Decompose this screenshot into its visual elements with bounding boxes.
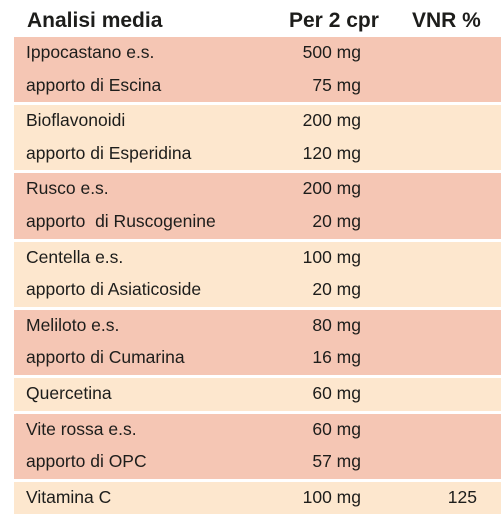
ingredient-quantity: 60 mg <box>312 418 361 439</box>
ingredient-quantity: 500 mg <box>302 42 361 62</box>
ingredient-quantity: 60 mg <box>312 382 361 403</box>
table-row: apporto di Ruscogenine 20 mg <box>14 206 501 239</box>
table-row: apporto di Escina 75 mg <box>14 70 501 103</box>
table-row: Bioflavonoidi 200 mg <box>14 105 501 138</box>
ingredient-quantity: 57 mg <box>312 451 361 472</box>
ingredient-name: apporto di Ruscogenine <box>26 210 216 231</box>
ingredient-name: Ippocastano e.s. <box>26 42 155 62</box>
ingredient-quantity: 200 mg <box>302 110 361 131</box>
ingredient-name: Meliloto e.s. <box>26 314 120 335</box>
ingredient-name: apporto di Escina <box>26 74 162 95</box>
table-row: apporto di Cumarina 16 mg <box>14 342 501 375</box>
ingredient-quantity: 20 mg <box>312 210 361 231</box>
ingredient-name: Rusco e.s. <box>26 178 109 199</box>
table-row: apporto di Asiaticoside 20 mg <box>14 274 501 307</box>
row-group: Vitamina C 100 mg 125 <box>14 481 501 515</box>
row-group: Rusco e.s. 200 mg apporto di Ruscogenine 20… <box>14 173 501 239</box>
ingredient-quantity: 120 mg <box>302 142 361 163</box>
ingredient-name: Quercetina <box>26 382 112 403</box>
table-row: Ippocastano e.s. 500 mg <box>14 37 501 70</box>
row-group: Quercetina 60 mg <box>14 377 501 411</box>
ingredient-name: apporto di OPC <box>26 451 147 472</box>
ingredient-name: apporto di Cumarina <box>26 347 185 368</box>
ingredient-quantity: 100 mg <box>302 246 361 267</box>
row-group: Centella e.s. 100 mg apporto di Asiaticosi… <box>14 241 501 307</box>
header-name: Analisi media <box>27 9 163 32</box>
table-row: Vite rossa e.s. 60 mg <box>14 414 501 447</box>
ingredient-quantity: 200 mg <box>302 178 361 199</box>
table-row: Vitamina C 100 mg 125 <box>14 482 501 515</box>
table-row: apporto di OPC 57 mg <box>14 446 501 479</box>
ingredient-quantity: 16 mg <box>312 347 361 368</box>
row-group: Vite rossa e.s. 60 mg apporto di OPC 57 mg <box>14 413 501 479</box>
table-row: Meliloto e.s. 80 mg <box>14 310 501 343</box>
row-group: Meliloto e.s. 80 mg apporto di Cumarina 16 … <box>14 309 501 375</box>
table-row: Quercetina 60 mg <box>14 378 501 411</box>
table-row: apporto di Esperidina 120 mg <box>14 138 501 171</box>
row-group: Bioflavonoidi 200 mg apporto di Esperidina… <box>14 105 501 171</box>
row-group: Ippocastano e.s. 500 mg apporto di Escina 7… <box>14 37 501 103</box>
ingredient-quantity: 20 mg <box>312 279 361 300</box>
ingredient-name: Bioflavonoidi <box>26 110 126 131</box>
table-row: Rusco e.s. 200 mg <box>14 173 501 206</box>
table-row: Centella e.s. 100 mg <box>14 242 501 275</box>
ingredient-name: apporto di Esperidina <box>26 142 192 163</box>
ingredient-name: Centella e.s. <box>26 246 124 267</box>
ingredient-quantity: 80 mg <box>312 314 361 335</box>
ingredient-name: Vite rossa e.s. <box>26 418 137 439</box>
table-header: Analisi media Per 2 cpr VNR % <box>0 0 501 37</box>
ingredient-name: apporto di Asiaticoside <box>26 279 202 300</box>
header-quantity: Per 2 cpr <box>289 9 379 32</box>
ingredient-quantity: 75 mg <box>312 74 361 95</box>
header-vnr: VNR % <box>412 9 481 32</box>
table-body: Ippocastano e.s. 500 mg apporto di Escina 7… <box>14 37 501 517</box>
